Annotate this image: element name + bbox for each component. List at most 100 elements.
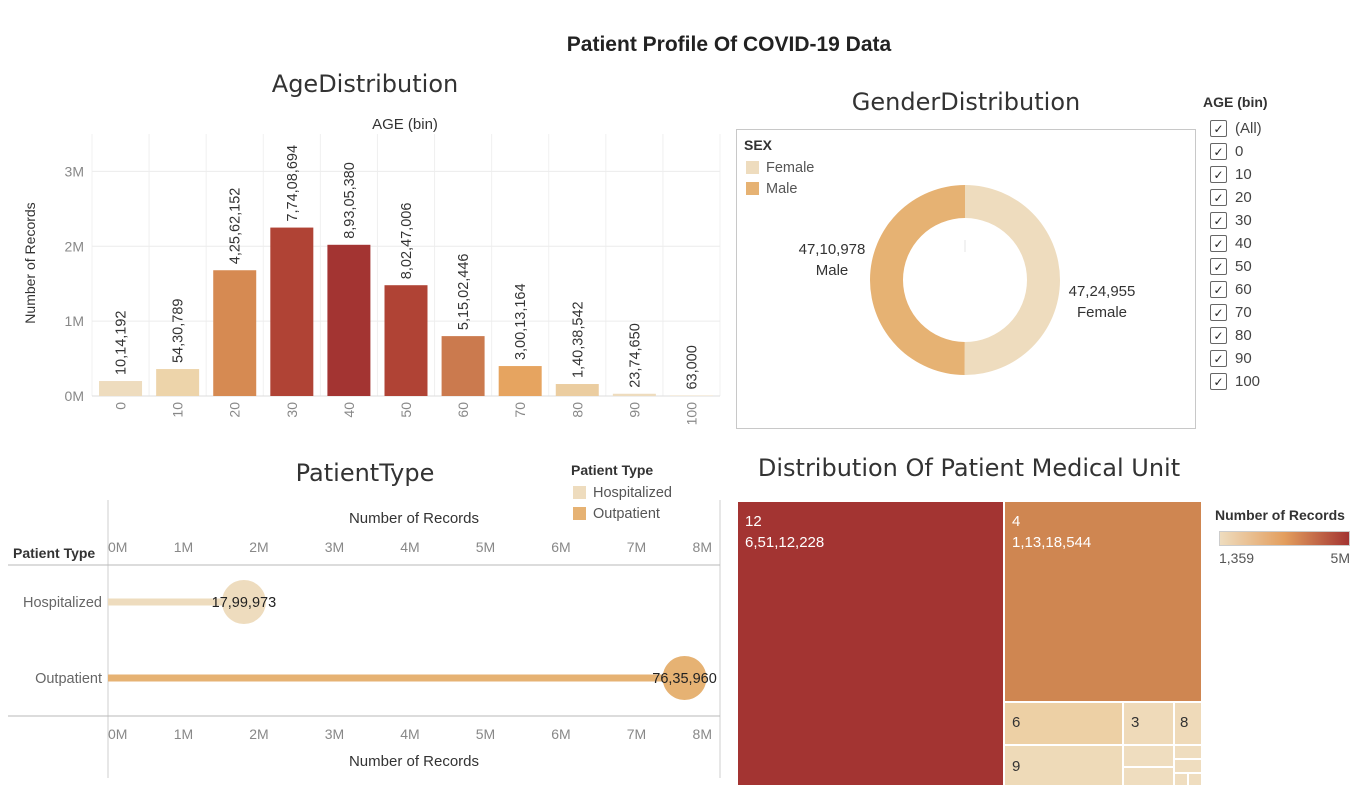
- checkbox-checked-icon[interactable]: ✓: [1210, 304, 1227, 321]
- checkbox-checked-icon[interactable]: ✓: [1210, 166, 1227, 183]
- ptype-bottom-tick-label: 0M: [108, 726, 127, 742]
- treemap-cell-9[interactable]: 9: [1004, 745, 1123, 786]
- ptype-value-label: 76,35,960: [652, 671, 717, 687]
- patient-type-row-header: Patient Type: [13, 545, 96, 561]
- age-bar-0[interactable]: [99, 381, 143, 396]
- age-distribution-chart: 0M 1M 2M 3M 10,14,192 0 54,30,789 10 4,25,62,152…: [65, 134, 721, 425]
- legend-label-outpatient: Outpatient: [593, 505, 660, 522]
- treemap-cell-small[interactable]: [1174, 773, 1188, 786]
- treemap-cell-small[interactable]: [1123, 767, 1174, 786]
- treemap-cell-6[interactable]: 6: [1004, 702, 1123, 745]
- age-filter-option-label: 70: [1235, 304, 1252, 321]
- age-bar-20[interactable]: [213, 270, 257, 396]
- donut-category-label: Male: [816, 262, 849, 279]
- age-x-tick-label: 40: [341, 402, 357, 418]
- color-scale-bar: [1219, 531, 1350, 546]
- ptype-dot-outpatient[interactable]: [662, 656, 707, 700]
- checkbox-checked-icon[interactable]: ✓: [1210, 373, 1227, 390]
- treemap-label-8: 8: [1180, 714, 1189, 731]
- patient-type-chart: 0M 0M 1M 1M 2M 2M 3M 3M 4M 4M 5M 5M 6M 6M 7M 7M 8M 8M Hosp…: [8, 500, 721, 778]
- treemap-label-12: 12: [745, 513, 762, 530]
- checkbox-checked-icon[interactable]: ✓: [1210, 120, 1227, 137]
- color-scale-min: 1,359: [1219, 550, 1255, 566]
- age-data-label: 54,30,789: [171, 299, 187, 364]
- treemap-cell-small[interactable]: [1123, 745, 1174, 767]
- patient-type-top-axis-label: Number of Records: [348, 510, 480, 527]
- medical-unit-legend-title: Number of Records: [1215, 507, 1345, 523]
- legend-item-outpatient[interactable]: Outpatient: [573, 503, 672, 524]
- age-bar-50[interactable]: [384, 285, 428, 396]
- checkbox-checked-icon[interactable]: ✓: [1210, 327, 1227, 344]
- age-x-tick-label: 20: [227, 402, 243, 418]
- age-data-label: 5,15,02,446: [456, 254, 472, 331]
- legend-item-hospitalized[interactable]: Hospitalized: [573, 482, 672, 503]
- age-x-tick-label: 30: [284, 402, 300, 418]
- checkbox-checked-icon[interactable]: ✓: [1210, 281, 1227, 298]
- age-bar-60[interactable]: [441, 336, 485, 396]
- donut-slice-female[interactable]: [964, 185, 1060, 375]
- ptype-bottom-tick-label: 7M: [627, 726, 646, 742]
- age-filter-option[interactable]: ✓ 60: [1210, 278, 1262, 301]
- checkbox-checked-icon[interactable]: ✓: [1210, 258, 1227, 275]
- age-filter-option[interactable]: ✓ 30: [1210, 209, 1262, 232]
- ptype-bottom-tick-label: 2M: [249, 726, 268, 742]
- medical-unit-treemap: 12 6,51,12,228 4 1,13,18,544 6 3 8 9: [737, 501, 1202, 786]
- ptype-dot-hospitalized[interactable]: [221, 580, 266, 624]
- age-data-label: 10,14,192: [114, 311, 130, 376]
- age-data-label: 7,74,08,694: [285, 145, 301, 222]
- checkbox-checked-icon[interactable]: ✓: [1210, 212, 1227, 229]
- legend-item-male[interactable]: Male: [746, 178, 814, 199]
- age-filter-option[interactable]: ✓ 90: [1210, 347, 1262, 370]
- age-data-label: 23,74,650: [627, 323, 643, 388]
- checkbox-checked-icon[interactable]: ✓: [1210, 235, 1227, 252]
- ptype-bottom-tick-label: 1M: [174, 726, 193, 742]
- age-filter-option[interactable]: ✓ 50: [1210, 255, 1262, 278]
- age-bar-40[interactable]: [327, 244, 371, 396]
- age-data-label: 4,25,62,152: [228, 188, 244, 265]
- age-filter-option[interactable]: ✓ 0: [1210, 140, 1262, 163]
- treemap-cell-small[interactable]: [1174, 759, 1202, 773]
- age-filter-option[interactable]: ✓ 40: [1210, 232, 1262, 255]
- age-filter-option-label: 50: [1235, 258, 1252, 275]
- age-filter-option-label: 100: [1235, 373, 1261, 390]
- gender-chart-frame: [736, 129, 1196, 429]
- age-bar-30[interactable]: [270, 227, 314, 396]
- treemap-cell-small[interactable]: [1188, 773, 1202, 786]
- age-filter-option-label: 20: [1235, 189, 1252, 206]
- treemap-value-4: 1,13,18,544: [1012, 534, 1092, 551]
- age-y-tick-label: 3M: [65, 163, 84, 179]
- patient-type-legend: Hospitalized Outpatient: [573, 482, 672, 524]
- age-bar-80[interactable]: [555, 384, 599, 396]
- treemap-cell-small[interactable]: [1174, 745, 1202, 759]
- age-filter-option[interactable]: ✓ 10: [1210, 163, 1262, 186]
- age-filter-option-label: (All): [1235, 120, 1262, 137]
- checkbox-checked-icon[interactable]: ✓: [1210, 143, 1227, 160]
- legend-item-female[interactable]: Female: [746, 157, 814, 178]
- age-data-label: 8,93,05,380: [342, 162, 358, 239]
- age-filter-option-label: 90: [1235, 350, 1252, 367]
- age-filter-option-label: 80: [1235, 327, 1252, 344]
- treemap-cell-8[interactable]: 8: [1174, 702, 1202, 745]
- age-bar-70[interactable]: [498, 366, 542, 396]
- ptype-row-label: Outpatient: [35, 671, 102, 687]
- treemap-cell-12[interactable]: 12 6,51,12,228: [737, 501, 1004, 786]
- checkbox-checked-icon[interactable]: ✓: [1210, 189, 1227, 206]
- treemap-cell-4[interactable]: 4 1,13,18,544: [1004, 501, 1202, 702]
- age-filter-option[interactable]: ✓ 70: [1210, 301, 1262, 324]
- age-bar-90[interactable]: [612, 393, 656, 396]
- donut-slice-male[interactable]: [869, 185, 965, 375]
- treemap-cell-3[interactable]: 3: [1123, 702, 1174, 745]
- age-y-tick-label: 0M: [65, 388, 84, 404]
- age-bar-10[interactable]: [156, 369, 200, 396]
- patient-type-bottom-axis-label: Number of Records: [348, 753, 480, 770]
- medical-unit-title: Distribution Of Patient Medical Unit: [757, 454, 1181, 482]
- age-filter-option[interactable]: ✓ 80: [1210, 324, 1262, 347]
- treemap-label-4: 4: [1012, 513, 1021, 530]
- checkbox-checked-icon[interactable]: ✓: [1210, 350, 1227, 367]
- dashboard-title: Patient Profile Of COVID-19 Data: [566, 33, 892, 56]
- color-scale-max: 5M: [1330, 550, 1350, 566]
- age-filter-option[interactable]: ✓ (All): [1210, 117, 1262, 140]
- ptype-top-tick-label: 4M: [400, 539, 419, 555]
- age-filter-option[interactable]: ✓ 100: [1210, 370, 1262, 393]
- age-filter-option[interactable]: ✓ 20: [1210, 186, 1262, 209]
